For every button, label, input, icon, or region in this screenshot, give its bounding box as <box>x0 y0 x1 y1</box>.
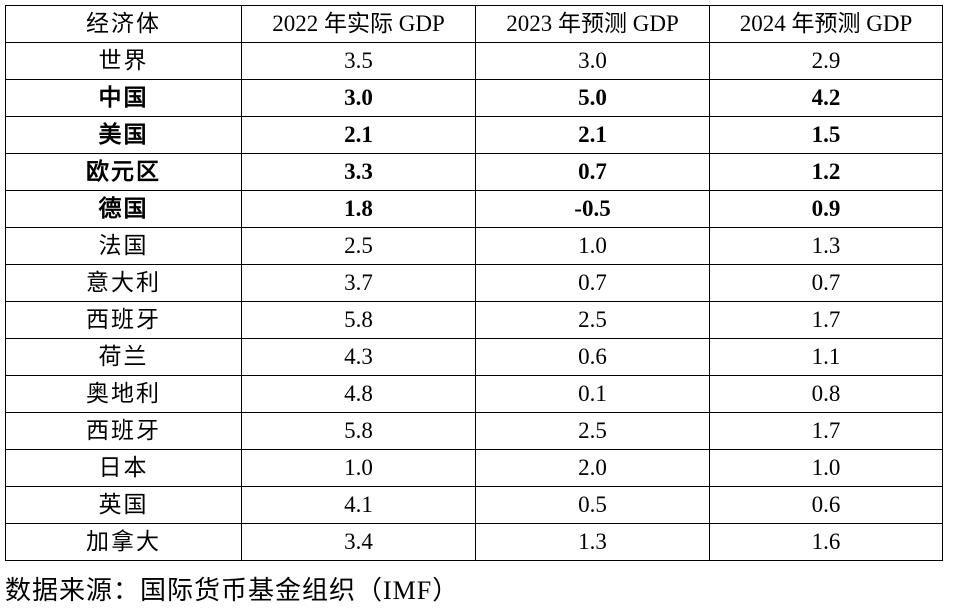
cell-2024-forecast: 0.9 <box>709 190 943 228</box>
table-row: 加拿大 3.4 1.3 1.6 <box>5 523 943 561</box>
cell-economy: 世界 <box>5 42 242 80</box>
cell-2022-actual: 3.3 <box>241 153 476 191</box>
table-row: 法国 2.5 1.0 1.3 <box>5 227 943 265</box>
table-row: 美国 2.1 2.1 1.5 <box>5 116 943 154</box>
cell-economy: 意大利 <box>5 264 242 302</box>
cell-2022-actual: 4.1 <box>241 486 476 524</box>
cell-2023-forecast: 2.1 <box>475 116 710 154</box>
cell-2022-actual: 2.5 <box>241 227 476 265</box>
header-2024-forecast: 2024 年预测 GDP <box>709 5 943 43</box>
cell-2023-forecast: 0.6 <box>475 338 710 376</box>
table-row: 德国 1.8 -0.5 0.9 <box>5 190 943 228</box>
cell-2022-actual: 3.7 <box>241 264 476 302</box>
cell-2023-forecast: 2.0 <box>475 449 710 487</box>
cell-2024-forecast: 1.7 <box>709 301 943 339</box>
cell-2023-forecast: 0.7 <box>475 153 710 191</box>
cell-2023-forecast: 3.0 <box>475 42 710 80</box>
cell-2022-actual: 3.4 <box>241 523 476 561</box>
cell-2024-forecast: 0.7 <box>709 264 943 302</box>
cell-2024-forecast: 0.6 <box>709 486 943 524</box>
cell-2024-forecast: 1.6 <box>709 523 943 561</box>
cell-2022-actual: 3.5 <box>241 42 476 80</box>
cell-2024-forecast: 1.2 <box>709 153 943 191</box>
header-economy: 经济体 <box>5 5 242 43</box>
cell-2023-forecast: 2.5 <box>475 412 710 450</box>
table-row: 西班牙 5.8 2.5 1.7 <box>5 301 943 339</box>
table-row: 英国 4.1 0.5 0.6 <box>5 486 943 524</box>
table-body: 世界 3.5 3.0 2.9 中国 3.0 5.0 4.2 美国 2.1 2.1 1.5 欧元区 3.3 0… <box>5 42 943 561</box>
cell-economy: 加拿大 <box>5 523 242 561</box>
cell-2022-actual: 1.0 <box>241 449 476 487</box>
cell-economy: 西班牙 <box>5 412 242 450</box>
header-2022-actual: 2022 年实际 GDP <box>241 5 476 43</box>
cell-2024-forecast: 1.3 <box>709 227 943 265</box>
cell-2022-actual: 5.8 <box>241 412 476 450</box>
cell-2023-forecast: 0.1 <box>475 375 710 413</box>
table-row: 世界 3.5 3.0 2.9 <box>5 42 943 80</box>
cell-2022-actual: 1.8 <box>241 190 476 228</box>
cell-2024-forecast: 0.8 <box>709 375 943 413</box>
cell-economy: 英国 <box>5 486 242 524</box>
table-row: 意大利 3.7 0.7 0.7 <box>5 264 943 302</box>
table-row: 西班牙 5.8 2.5 1.7 <box>5 412 943 450</box>
cell-economy: 欧元区 <box>5 153 242 191</box>
table-row: 中国 3.0 5.0 4.2 <box>5 79 943 117</box>
table-header-row: 经济体 2022 年实际 GDP 2023 年预测 GDP 2024 年预测 G… <box>5 5 943 43</box>
cell-2023-forecast: 5.0 <box>475 79 710 117</box>
cell-2024-forecast: 1.1 <box>709 338 943 376</box>
table-row: 奥地利 4.8 0.1 0.8 <box>5 375 943 413</box>
cell-economy: 日本 <box>5 449 242 487</box>
cell-2024-forecast: 2.9 <box>709 42 943 80</box>
cell-2022-actual: 5.8 <box>241 301 476 339</box>
table-row: 欧元区 3.3 0.7 1.2 <box>5 153 943 191</box>
gdp-table: 经济体 2022 年实际 GDP 2023 年预测 GDP 2024 年预测 G… <box>5 5 943 561</box>
cell-economy: 德国 <box>5 190 242 228</box>
cell-2023-forecast: 1.0 <box>475 227 710 265</box>
cell-2024-forecast: 1.7 <box>709 412 943 450</box>
cell-economy: 中国 <box>5 79 242 117</box>
cell-economy: 美国 <box>5 116 242 154</box>
cell-2023-forecast: 0.5 <box>475 486 710 524</box>
cell-2022-actual: 4.8 <box>241 375 476 413</box>
cell-2023-forecast: 0.7 <box>475 264 710 302</box>
table-row: 荷兰 4.3 0.6 1.1 <box>5 338 943 376</box>
cell-2024-forecast: 4.2 <box>709 79 943 117</box>
cell-2024-forecast: 1.0 <box>709 449 943 487</box>
cell-economy: 奥地利 <box>5 375 242 413</box>
cell-2023-forecast: 2.5 <box>475 301 710 339</box>
cell-economy: 荷兰 <box>5 338 242 376</box>
cell-2023-forecast: -0.5 <box>475 190 710 228</box>
cell-economy: 法国 <box>5 227 242 265</box>
cell-2022-actual: 3.0 <box>241 79 476 117</box>
header-2023-forecast: 2023 年预测 GDP <box>475 5 710 43</box>
cell-2022-actual: 4.3 <box>241 338 476 376</box>
table-row: 日本 1.0 2.0 1.0 <box>5 449 943 487</box>
cell-2024-forecast: 1.5 <box>709 116 943 154</box>
cell-economy: 西班牙 <box>5 301 242 339</box>
cell-2023-forecast: 1.3 <box>475 523 710 561</box>
cell-2022-actual: 2.1 <box>241 116 476 154</box>
data-source-note: 数据来源：国际货币基金组织（IMF） <box>5 576 460 605</box>
